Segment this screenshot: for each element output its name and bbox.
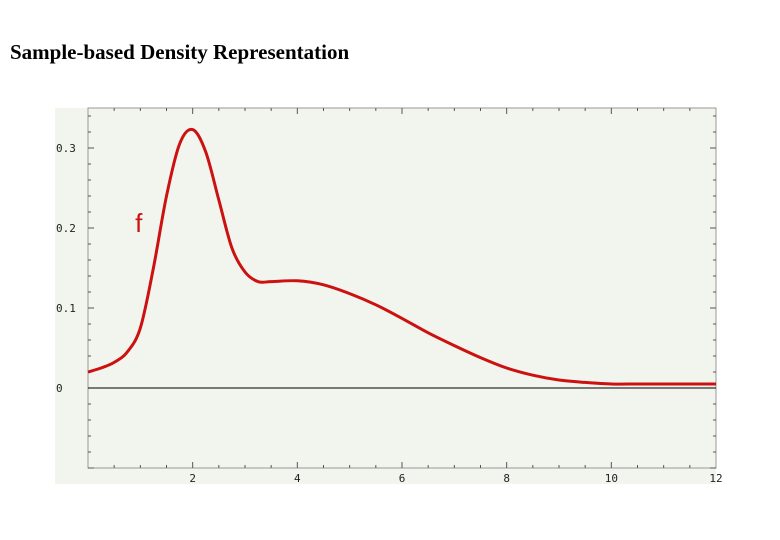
- x-tick-label: 10: [605, 472, 618, 485]
- x-tick-label: 6: [399, 472, 406, 485]
- y-tick-label: 0.2: [56, 222, 76, 235]
- y-tick-label: 0.3: [56, 142, 76, 155]
- y-tick-label: 0.1: [56, 302, 76, 315]
- series-line-f: [87, 127, 716, 386]
- series-label-f: f: [135, 208, 143, 238]
- x-tick-label: 2: [189, 472, 196, 485]
- y-tick-label: 0: [56, 382, 63, 395]
- plot-area-background: [88, 108, 716, 468]
- chart-title: Sample-based Density Representation: [10, 40, 350, 64]
- x-tick-label: 12: [709, 472, 722, 485]
- x-tick-label: 8: [503, 472, 510, 485]
- x-tick-label: 4: [294, 472, 301, 485]
